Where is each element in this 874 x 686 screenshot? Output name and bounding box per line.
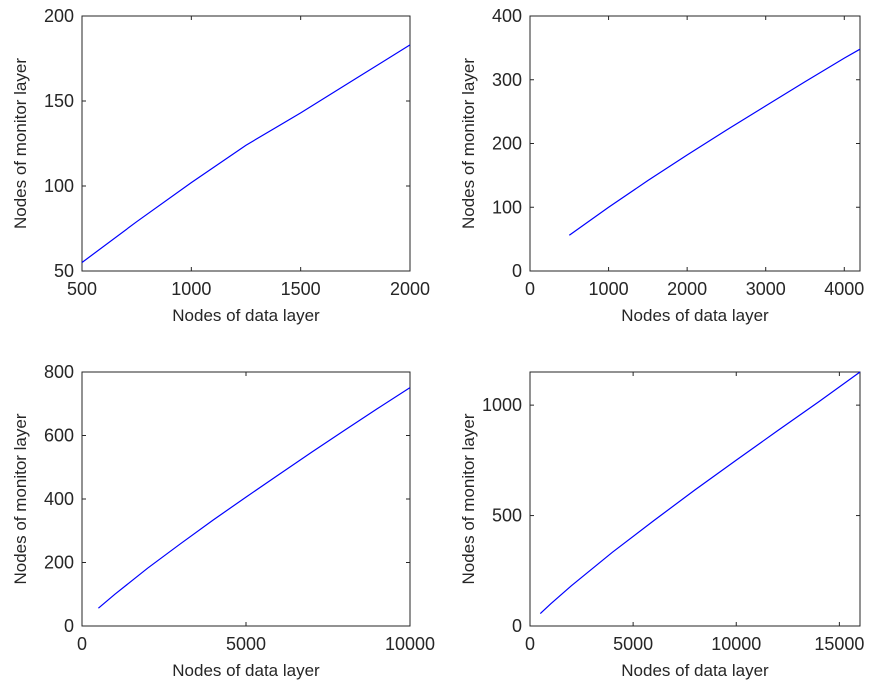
x-tick-label: 2000: [390, 279, 430, 299]
x-tick-label: 3000: [746, 279, 786, 299]
y-tick-label: 600: [44, 426, 74, 446]
chart-panel-4: 0 5000 10000 15000 0 500 1000 Nodes of data lay…: [459, 371, 864, 680]
y-tick-label: 500: [492, 506, 522, 526]
x-axis-label: Nodes of data layer: [621, 306, 769, 325]
y-tick-label: 0: [512, 616, 522, 636]
y-axis-label: Nodes of monitor layer: [11, 58, 30, 229]
x-tick-label: 10000: [711, 634, 761, 654]
y-tick-label: 150: [44, 91, 74, 111]
y-tick-label: 400: [44, 489, 74, 509]
x-tick-label: 2000: [667, 279, 707, 299]
x-tick-label: 5000: [226, 634, 266, 654]
y-tick-label: 300: [492, 70, 522, 90]
x-tick-label: 0: [525, 279, 535, 299]
x-tick-label: 0: [77, 634, 87, 654]
x-tick-label: 4000: [824, 279, 864, 299]
x-axis-label: Nodes of data layer: [172, 661, 320, 680]
series-line: [98, 387, 411, 609]
x-tick-label: 1000: [171, 279, 211, 299]
chart-panel-3: 0 5000 10000 0 200 400 600 800 Nodes of data lay…: [11, 362, 435, 680]
y-tick-label: 200: [44, 553, 74, 573]
y-tick-label: 800: [44, 362, 74, 382]
y-tick-label: 400: [492, 6, 522, 26]
chart-panel-2: 0 1000 2000 3000 4000 0 100 200 300 400 Nodes of d…: [459, 6, 864, 325]
series-line: [539, 371, 861, 615]
x-tick-label: 5000: [613, 634, 653, 654]
y-tick-label: 50: [54, 261, 74, 281]
y-axis-label: Nodes of monitor layer: [459, 58, 478, 229]
x-tick-label: 15000: [814, 634, 864, 654]
x-axis-label: Nodes of data layer: [621, 661, 769, 680]
axes-box: [81, 15, 411, 272]
x-tick-label: 1500: [281, 279, 321, 299]
axes-box: [81, 371, 411, 627]
y-tick-label: 200: [44, 6, 74, 26]
y-tick-label: 1000: [482, 395, 522, 415]
chart-panel-1: 500 1000 1500 2000 50 100 150 200 Nodes of data …: [11, 6, 430, 325]
x-axis-label: Nodes of data layer: [172, 306, 320, 325]
y-tick-label: 200: [492, 134, 522, 154]
x-tick-label: 0: [525, 634, 535, 654]
y-tick-label: 0: [64, 616, 74, 636]
x-tick-label: 1000: [589, 279, 629, 299]
x-tick-label: 500: [67, 279, 97, 299]
axes-box: [529, 371, 861, 627]
y-axis-label: Nodes of monitor layer: [11, 413, 30, 584]
x-tick-label: 10000: [385, 634, 435, 654]
axes-box: [529, 15, 861, 272]
y-axis-label: Nodes of monitor layer: [459, 413, 478, 584]
y-tick-label: 100: [492, 197, 522, 217]
y-tick-label: 100: [44, 176, 74, 196]
series-line: [568, 48, 861, 236]
series-line: [81, 44, 411, 263]
y-tick-label: 0: [512, 261, 522, 281]
